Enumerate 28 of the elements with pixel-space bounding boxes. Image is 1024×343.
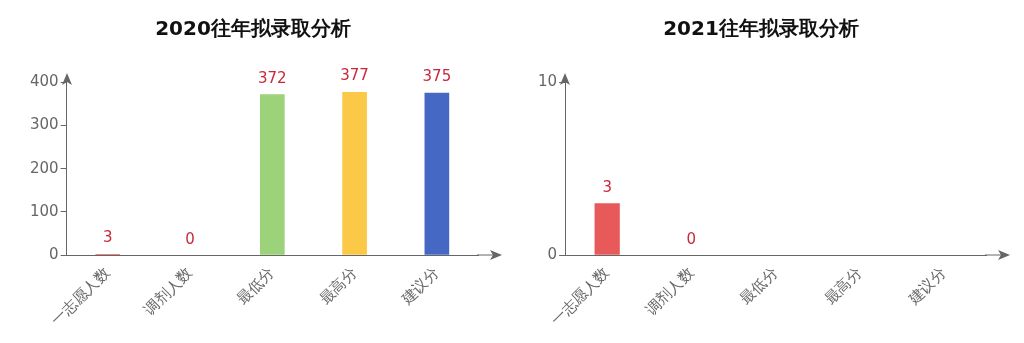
y-tick-label: 400 <box>29 71 59 90</box>
y-tick-label: 100 <box>29 201 59 220</box>
data-label: 3 <box>602 177 612 196</box>
chart-title: 2020往年拟录取分析 <box>155 16 351 41</box>
y-tick-label: 10 <box>537 71 558 90</box>
x-tick-label: 最高分 <box>315 263 361 308</box>
data-label: 375 <box>422 67 452 86</box>
x-tick-label: 一志愿人数 <box>547 263 613 330</box>
data-label: 372 <box>257 68 287 87</box>
x-tick-label: 调剂人数 <box>140 263 196 319</box>
x-tick-label: 建议分 <box>904 263 950 309</box>
x-tick-label: 一志愿人数 <box>47 263 114 330</box>
x-tick-label: 最低分 <box>233 263 278 308</box>
data-label: 0 <box>686 229 697 248</box>
data-label: 3 <box>102 228 113 247</box>
x-tick-label: 最低分 <box>736 263 782 308</box>
chart-title: 2021往年拟录取分析 <box>663 16 859 41</box>
bar <box>342 91 367 255</box>
x-tick-label: 调剂人数 <box>641 263 697 319</box>
data-label: 377 <box>340 66 369 85</box>
data-label: 0 <box>185 229 195 248</box>
bar <box>259 94 285 255</box>
x-tick-label: 建议分 <box>397 263 443 309</box>
x-tick-label: 最高分 <box>820 263 866 308</box>
bar <box>424 92 450 255</box>
y-tick-label: 0 <box>49 245 59 264</box>
y-tick-label: 300 <box>29 115 59 134</box>
y-tick-label: 200 <box>29 158 59 177</box>
